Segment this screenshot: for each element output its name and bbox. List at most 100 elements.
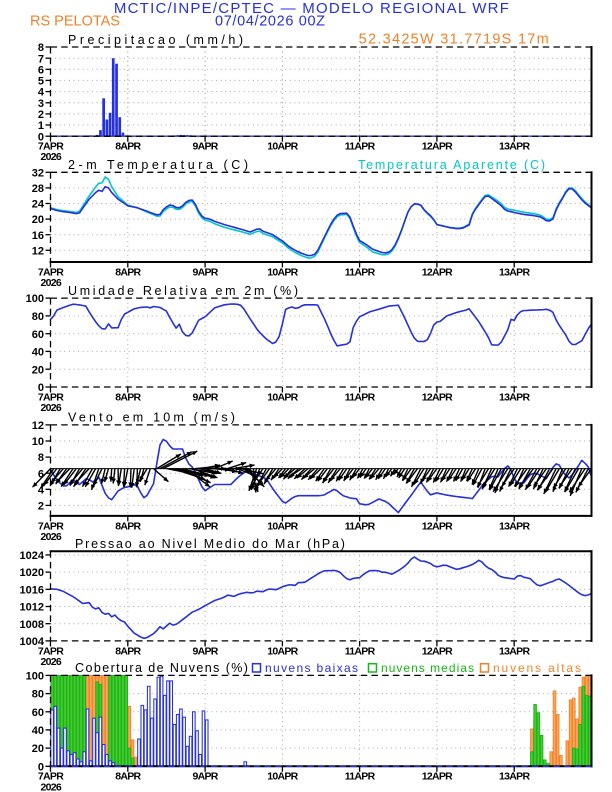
svg-text:07/04/2026 00Z: 07/04/2026 00Z — [215, 14, 326, 30]
svg-text:32: 32 — [32, 167, 44, 179]
svg-text:6: 6 — [38, 468, 44, 480]
svg-text:Cobertura de Nuvens (%): Cobertura de Nuvens (%) — [75, 661, 249, 675]
svg-text:10APR: 10APR — [267, 266, 298, 278]
svg-text:80: 80 — [32, 689, 44, 701]
svg-text:7: 7 — [38, 53, 44, 65]
svg-text:12APR: 12APR — [422, 771, 453, 783]
svg-text:20: 20 — [32, 364, 44, 376]
svg-text:12APR: 12APR — [422, 520, 453, 532]
svg-text:20: 20 — [32, 214, 44, 226]
svg-text:1012: 1012 — [20, 602, 44, 614]
svg-text:0: 0 — [38, 382, 44, 394]
svg-text:7APR: 7APR — [38, 141, 64, 153]
svg-text:12APR: 12APR — [422, 141, 453, 153]
svg-text:5: 5 — [38, 76, 44, 88]
svg-text:12: 12 — [32, 245, 44, 257]
svg-text:7APR: 7APR — [38, 771, 64, 783]
svg-text:2: 2 — [38, 501, 44, 513]
svg-text:9APR: 9APR — [192, 141, 218, 153]
svg-text:24: 24 — [32, 199, 45, 211]
svg-text:2026: 2026 — [41, 402, 62, 414]
svg-text:9APR: 9APR — [192, 520, 218, 532]
svg-text:Precipitacao (mm/h): Precipitacao (mm/h) — [68, 33, 247, 47]
svg-text:10APR: 10APR — [267, 141, 298, 153]
svg-text:13APR: 13APR — [499, 141, 530, 153]
svg-text:4: 4 — [38, 87, 45, 99]
svg-text:8APR: 8APR — [115, 391, 141, 403]
svg-text:8APR: 8APR — [115, 771, 141, 783]
svg-text:12APR: 12APR — [422, 645, 453, 657]
svg-text:1: 1 — [38, 120, 44, 132]
svg-text:2026: 2026 — [41, 531, 62, 543]
svg-text:nuvens baixas: nuvens baixas — [265, 661, 359, 675]
svg-text:9APR: 9APR — [192, 645, 218, 657]
svg-text:8APR: 8APR — [115, 645, 141, 657]
svg-text:12APR: 12APR — [422, 266, 453, 278]
svg-text:7APR: 7APR — [38, 645, 64, 657]
svg-text:1016: 1016 — [20, 584, 44, 596]
svg-text:MCTIC/INPE/CPTEC — MODELO REGI: MCTIC/INPE/CPTEC — MODELO REGIONAL WRF — [114, 0, 510, 17]
svg-text:10APR: 10APR — [267, 520, 298, 532]
svg-text:9APR: 9APR — [192, 771, 218, 783]
svg-text:60: 60 — [32, 329, 44, 341]
svg-text:2026: 2026 — [41, 781, 62, 792]
svg-text:Temperatura Aparente (C): Temperatura Aparente (C) — [358, 158, 547, 172]
svg-text:0: 0 — [38, 131, 44, 143]
svg-text:10APR: 10APR — [267, 771, 298, 783]
svg-text:8APR: 8APR — [115, 520, 141, 532]
svg-text:3: 3 — [38, 98, 44, 110]
svg-text:1004: 1004 — [20, 636, 45, 648]
svg-text:8: 8 — [38, 452, 44, 464]
svg-text:11APR: 11APR — [345, 771, 376, 783]
svg-text:Umidade Relativa em 2m (%): Umidade Relativa em 2m (%) — [68, 284, 301, 298]
svg-text:11APR: 11APR — [345, 141, 376, 153]
svg-text:7APR: 7APR — [38, 391, 64, 403]
svg-text:6: 6 — [38, 64, 44, 76]
svg-text:28: 28 — [32, 183, 44, 195]
svg-text:10: 10 — [32, 436, 44, 448]
svg-text:2026: 2026 — [41, 277, 62, 289]
svg-text:13APR: 13APR — [499, 266, 530, 278]
svg-text:12APR: 12APR — [422, 391, 453, 403]
svg-text:10APR: 10APR — [267, 645, 298, 657]
svg-text:0: 0 — [38, 761, 44, 773]
svg-text:11APR: 11APR — [345, 520, 376, 532]
svg-text:100: 100 — [26, 671, 44, 683]
svg-text:11APR: 11APR — [345, 391, 376, 403]
svg-text:12: 12 — [32, 420, 44, 432]
svg-text:9APR: 9APR — [192, 266, 218, 278]
svg-text:13APR: 13APR — [499, 520, 530, 532]
svg-text:9APR: 9APR — [192, 391, 218, 403]
svg-text:1008: 1008 — [20, 619, 44, 631]
svg-text:13APR: 13APR — [499, 645, 530, 657]
svg-text:8: 8 — [38, 42, 44, 54]
svg-text:1020: 1020 — [20, 567, 44, 579]
svg-text:13APR: 13APR — [499, 391, 530, 403]
svg-text:2-m Temperatura (C): 2-m Temperatura (C) — [68, 158, 252, 172]
svg-text:60: 60 — [32, 707, 44, 719]
svg-text:nuvens altas: nuvens altas — [493, 661, 583, 675]
svg-text:40: 40 — [32, 347, 44, 359]
svg-text:Vento em 10m (m/s): Vento em 10m (m/s) — [68, 411, 238, 425]
svg-text:8APR: 8APR — [115, 141, 141, 153]
svg-text:RS PELOTAS: RS PELOTAS — [30, 14, 120, 30]
svg-text:16: 16 — [32, 230, 44, 242]
svg-text:100: 100 — [26, 293, 44, 305]
svg-text:Pressao ao Nivel Medio do Mar: Pressao ao Nivel Medio do Mar (hPa) — [75, 537, 347, 551]
svg-text:8APR: 8APR — [115, 266, 141, 278]
svg-text:10APR: 10APR — [267, 391, 298, 403]
svg-text:80: 80 — [32, 311, 44, 323]
svg-text:11APR: 11APR — [345, 645, 376, 657]
svg-text:11APR: 11APR — [345, 266, 376, 278]
svg-text:2: 2 — [38, 109, 44, 121]
svg-text:nuvens medias: nuvens medias — [381, 661, 475, 675]
svg-text:40: 40 — [32, 725, 44, 737]
svg-text:2026: 2026 — [41, 151, 62, 163]
svg-text:20: 20 — [32, 743, 44, 755]
svg-text:1024: 1024 — [20, 550, 45, 562]
svg-text:4: 4 — [38, 484, 45, 496]
svg-text:52.3425W 31.7719S 17m: 52.3425W 31.7719S 17m — [359, 32, 550, 48]
svg-text:7APR: 7APR — [38, 520, 64, 532]
svg-text:13APR: 13APR — [499, 771, 530, 783]
svg-text:7APR: 7APR — [38, 266, 64, 278]
